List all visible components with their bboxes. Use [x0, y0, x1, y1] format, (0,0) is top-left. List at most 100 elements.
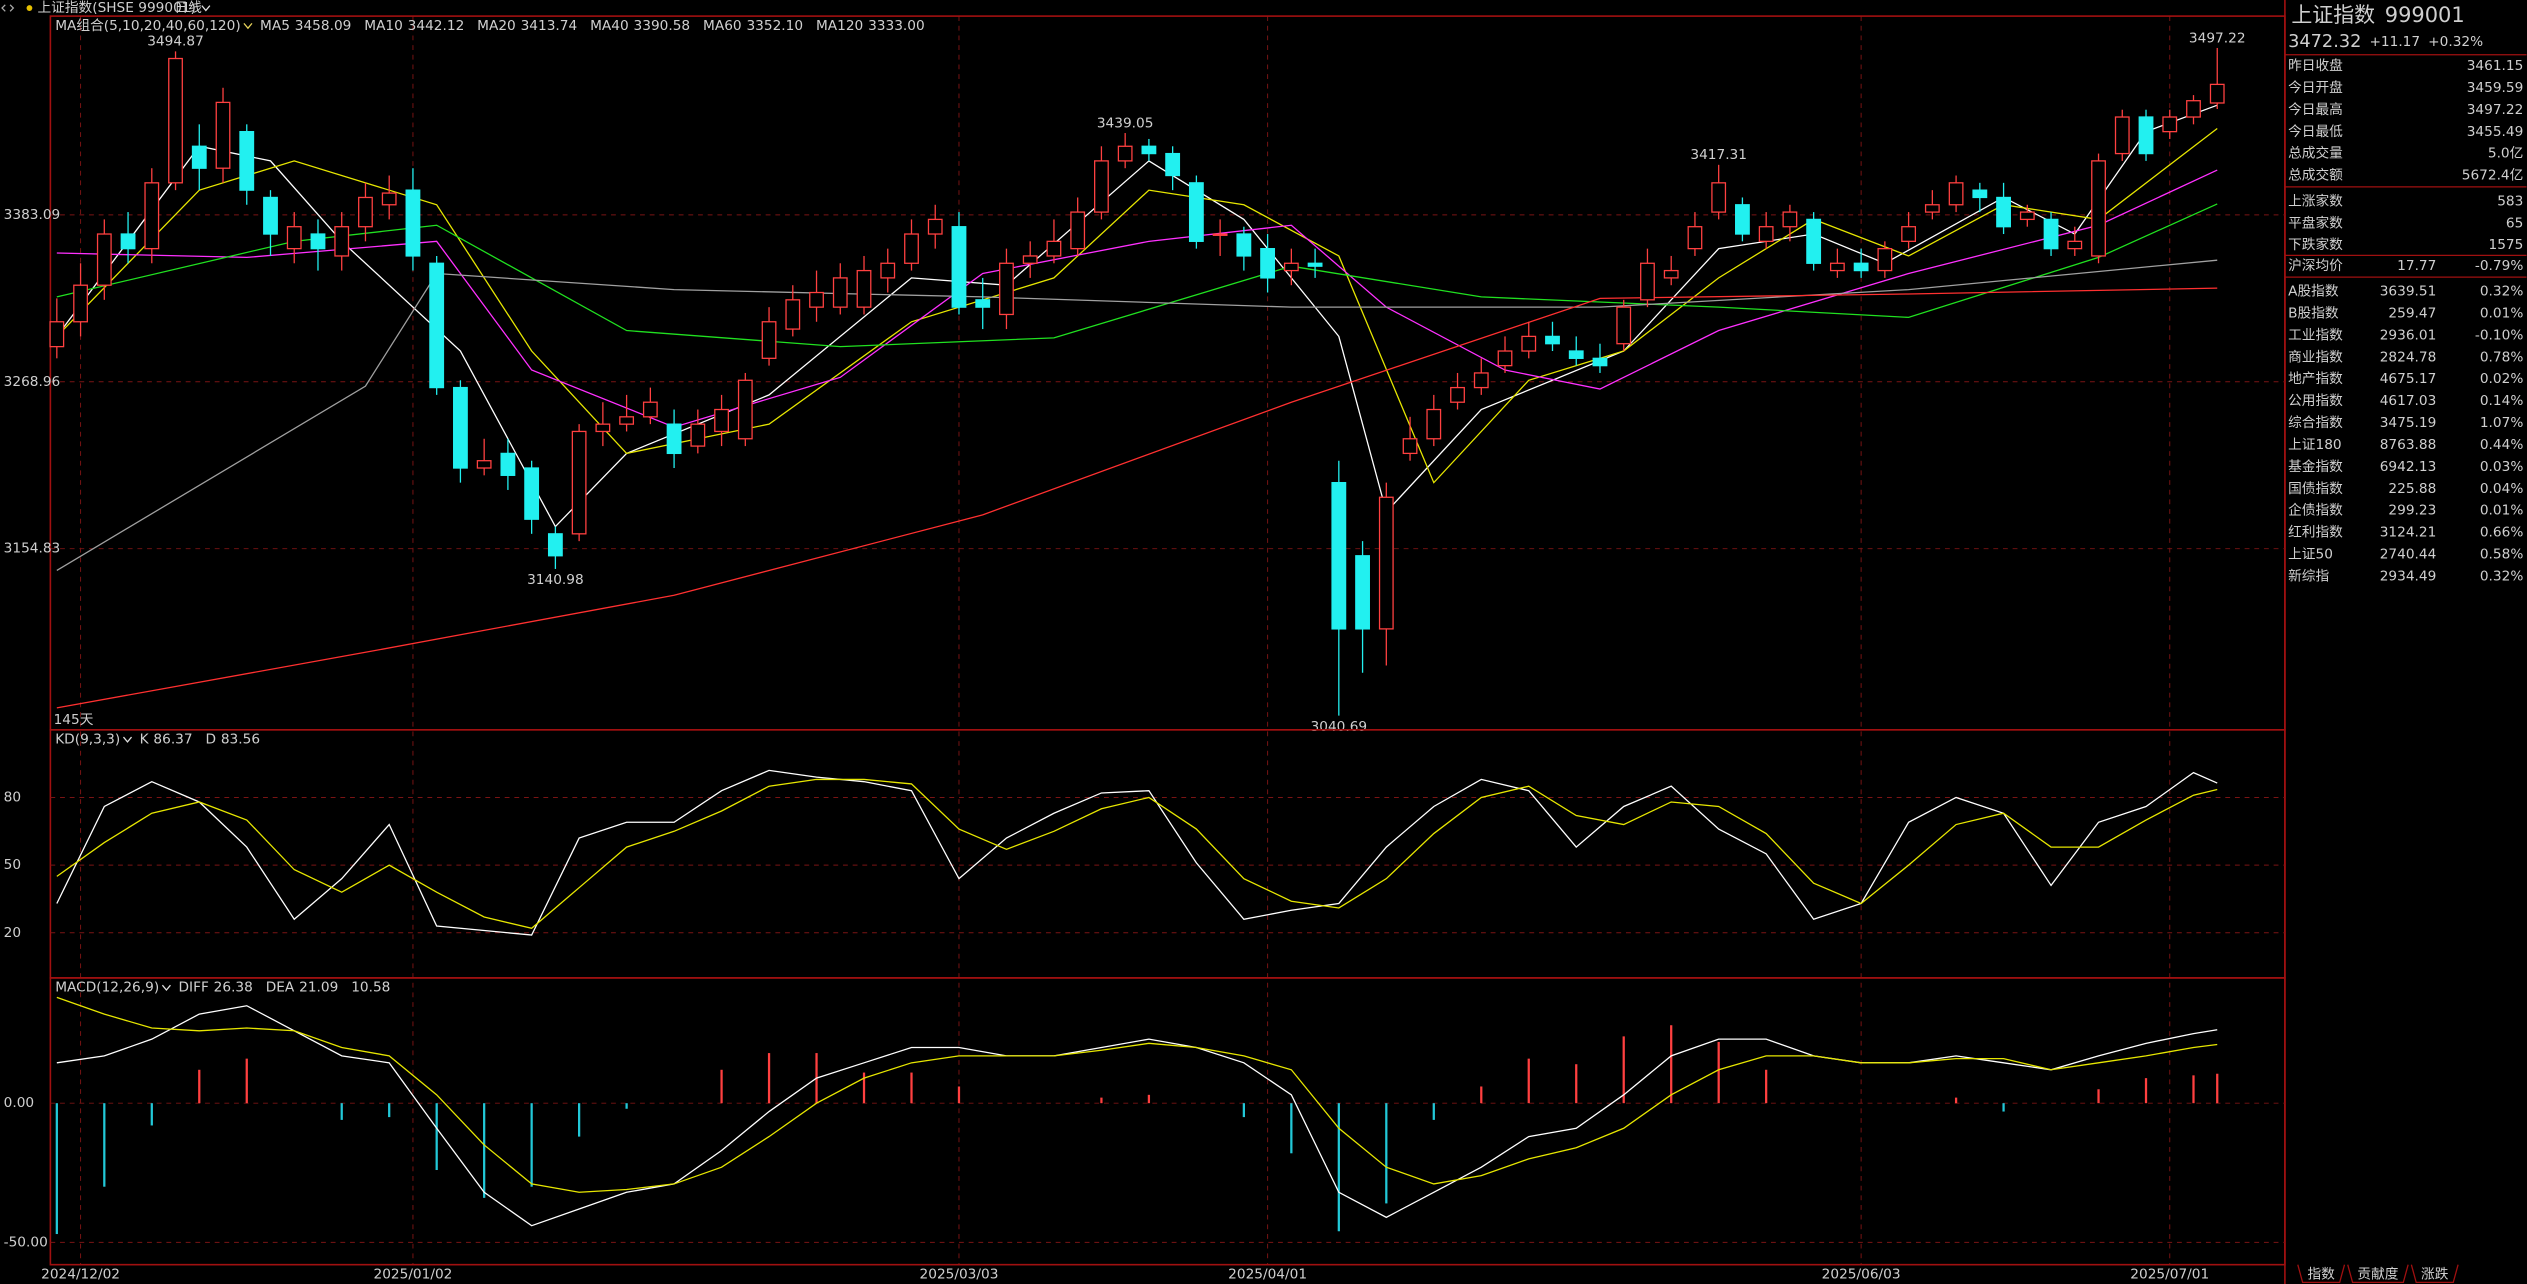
quote-label: 今日最高 [2288, 101, 2343, 118]
sidebar-tab[interactable]: 涨跌 [2421, 1266, 2449, 1282]
dropdown-caret[interactable] [122, 736, 133, 743]
candle-body [1046, 240, 1062, 257]
index-name[interactable]: 地产指数 [2288, 371, 2343, 387]
sidebar-title: 上证指数 [2291, 3, 2375, 27]
macd-bar [2216, 1073, 2219, 1104]
candle-body [1853, 262, 1869, 272]
dropdown-caret[interactable] [243, 22, 253, 30]
macd-bar [1670, 1025, 1673, 1104]
macd-bar [910, 1072, 913, 1104]
tab-outline[interactable] [2410, 1264, 2459, 1284]
tab-outline[interactable] [2347, 1264, 2409, 1284]
index-name[interactable]: 红利指数 [2288, 525, 2343, 541]
indicator-title: KD(9,3,3) [55, 731, 120, 747]
x-tick-label: 2025/07/01 [2130, 1266, 2209, 1282]
index-name[interactable]: 商业指数 [2288, 349, 2343, 365]
nav-icon[interactable] [1, 4, 15, 12]
period-caret[interactable] [201, 5, 211, 12]
index-value: 2936.01 [2380, 327, 2437, 343]
candle-body [761, 321, 777, 359]
indicator-line [56, 287, 2218, 709]
candle-body [239, 131, 255, 191]
sidebar-tab[interactable]: 指数 [2307, 1266, 2335, 1282]
index-pct: 0.01% [2480, 306, 2523, 322]
index-name[interactable]: B股指数 [2288, 306, 2339, 322]
legend-name: MA20 [477, 18, 516, 34]
indicator-title: MA组合(5,10,20,40,60,120) [55, 18, 240, 34]
index-name[interactable]: 上证180 [2288, 437, 2342, 453]
macd-bar [388, 1103, 391, 1118]
x-tick-label: 2025/06/03 [1822, 1266, 1901, 1282]
candle-body [120, 233, 136, 250]
candle-body [1450, 386, 1465, 403]
candle-body [1616, 306, 1632, 345]
macd-bar [1432, 1103, 1435, 1120]
candle-body [2067, 240, 2083, 250]
candle-body [49, 321, 65, 348]
quote-value: 3459.59 [2467, 80, 2524, 96]
macd-bar [245, 1058, 248, 1104]
avg-value: 17.77 [2397, 258, 2436, 274]
candle-body [1640, 262, 1655, 301]
index-name[interactable]: 企债指数 [2288, 502, 2343, 519]
macd-bar [625, 1103, 628, 1109]
x-tick-label: 2025/04/01 [1228, 1266, 1307, 1282]
legend-value: 26.38 [214, 980, 253, 996]
indicator-line [56, 128, 2218, 484]
candle-body [1877, 248, 1893, 272]
candle-body [785, 299, 801, 330]
macd-bar [483, 1103, 486, 1198]
index-pct: 0.01% [2480, 503, 2523, 519]
breadth-label: 平盘家数 [2288, 214, 2343, 231]
candle-body [832, 277, 848, 308]
index-value: 2740.44 [2380, 547, 2437, 563]
y-tick-label: 50 [4, 857, 21, 873]
breadth-value: 65 [2506, 215, 2523, 231]
legend-name: MA60 [703, 18, 742, 34]
index-name[interactable]: 新综指 [2288, 568, 2329, 584]
index-name[interactable]: 国债指数 [2288, 481, 2343, 497]
index-value: 259.47 [2388, 306, 2436, 322]
index-pct: 0.66% [2480, 525, 2523, 541]
candle-body [1378, 496, 1394, 630]
legend-name: DEA [266, 980, 295, 996]
candle-body [263, 196, 278, 235]
candle-body [310, 233, 326, 250]
macd-bar [198, 1069, 201, 1104]
quote-label: 总成交额 [2288, 167, 2343, 184]
macd-bar [1242, 1103, 1245, 1118]
index-pct: -0.10% [2475, 327, 2523, 343]
index-pct: 0.03% [2480, 459, 2523, 475]
macd-bar [530, 1103, 533, 1187]
candle-body [619, 416, 635, 425]
tab-outline[interactable] [2297, 1264, 2346, 1284]
sidebar-tab[interactable]: 贡献度 [2357, 1266, 2398, 1282]
quote-label: 昨日收盘 [2288, 57, 2343, 74]
candle-body [1901, 226, 1917, 242]
index-value: 6942.13 [2380, 459, 2437, 475]
macd-bar [1622, 1036, 1625, 1104]
index-name[interactable]: 综合指数 [2288, 415, 2343, 431]
macd-bar [340, 1103, 343, 1120]
candle-body [73, 284, 88, 323]
dropdown-caret[interactable] [161, 984, 171, 991]
index-value: 2934.49 [2380, 568, 2437, 584]
index-name[interactable]: 公用指数 [2288, 393, 2343, 409]
last-price: 3472.32 [2288, 32, 2361, 52]
candle-body [547, 533, 563, 557]
index-name[interactable]: 工业指数 [2288, 327, 2343, 343]
index-name[interactable]: 基金指数 [2288, 458, 2343, 475]
period-selector[interactable]: 日线 [174, 0, 202, 16]
sidebar-code: 999001 [2385, 3, 2465, 27]
breadth-value: 1575 [2488, 237, 2523, 253]
legend-name: MA40 [590, 18, 629, 34]
candle-body [1663, 269, 1679, 279]
index-name[interactable]: A股指数 [2288, 284, 2339, 300]
legend-value: 3352.10 [746, 18, 803, 34]
macd-bar [1385, 1103, 1388, 1204]
quote-value: 3461.15 [2467, 58, 2524, 74]
index-pct: 0.32% [2480, 568, 2523, 584]
candle-body [904, 233, 919, 264]
candle-body [951, 226, 967, 308]
index-name[interactable]: 上证50 [2288, 547, 2333, 563]
